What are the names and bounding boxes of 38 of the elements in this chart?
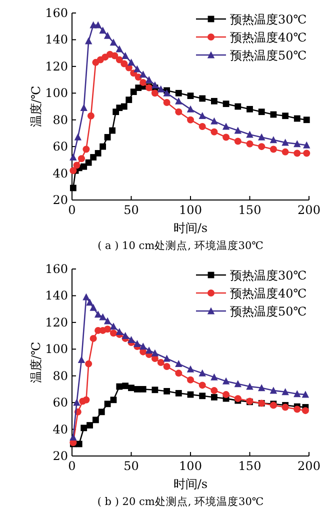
y-tick-label: 120	[45, 315, 68, 330]
y-tick-label: 160	[45, 6, 68, 20]
y-axis-title: 温度/℃	[29, 342, 43, 384]
legend-label: 预热温度40℃	[230, 30, 307, 44]
x-tick-label: 100	[179, 459, 202, 473]
text: ( b ) 20 cm处测点, 环境温度30℃	[97, 495, 264, 508]
x-tick-label: 0	[68, 459, 76, 473]
y-tick-label: 140	[45, 32, 68, 47]
y-tick-label: 60	[52, 396, 68, 410]
legend-label: 预热温度50℃	[230, 304, 307, 318]
y-tick-label: 20	[52, 193, 68, 207]
y-tick-label: 140	[45, 288, 68, 303]
x-tick-label: 50	[124, 459, 139, 473]
legend-label: 预热温度30℃	[230, 12, 307, 26]
y-tick-label: 160	[45, 262, 68, 276]
y-axis-title: 温度/℃	[29, 86, 43, 128]
x-tick-label: 150	[238, 203, 262, 217]
x-tick-label: 150	[238, 459, 262, 473]
legend-label: 预热温度40℃	[230, 286, 307, 300]
y-tick-label: 120	[45, 59, 68, 74]
y-tick-label: 100	[45, 86, 68, 100]
x-tick-label: 200	[298, 459, 320, 473]
x-tick-label: 100	[179, 203, 202, 217]
legend-label: 预热温度50℃	[230, 48, 307, 62]
y-tick-label: 100	[45, 342, 68, 356]
x-axis-title: 时间/s	[173, 221, 208, 235]
y-tick-label: 40	[52, 166, 68, 180]
y-tick-label: 80	[52, 112, 68, 127]
y-tick-label: 20	[52, 449, 68, 463]
y-tick-label: 80	[52, 368, 68, 383]
x-tick-label: 200	[298, 203, 320, 217]
y-tick-label: 60	[52, 140, 68, 154]
text: ( a ) 10 cm处测点, 环境温度30℃	[98, 239, 264, 252]
x-tick-label: 0	[68, 203, 76, 217]
legend-label: 预热温度30℃	[230, 268, 307, 282]
y-tick-label: 40	[52, 422, 68, 436]
x-tick-label: 50	[124, 203, 139, 217]
x-axis-title: 时间/s	[173, 477, 208, 491]
